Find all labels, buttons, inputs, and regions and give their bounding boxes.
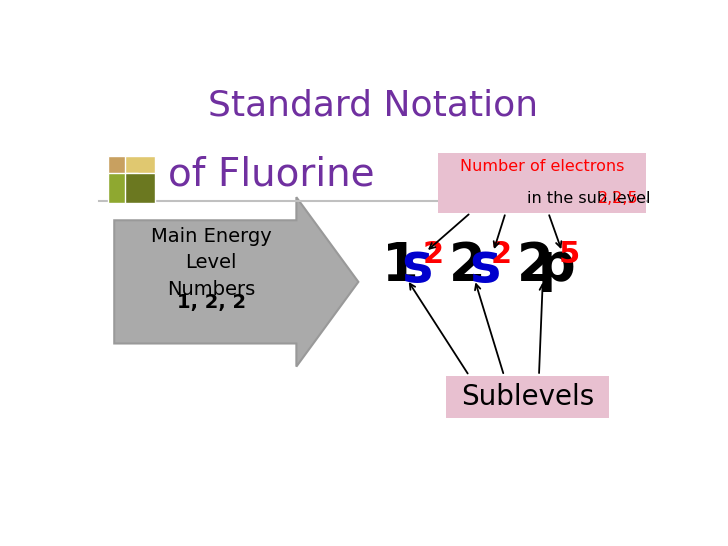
Bar <box>125 156 154 186</box>
Text: 2: 2 <box>423 240 444 269</box>
Text: 5: 5 <box>559 240 580 269</box>
Text: Sublevels: Sublevels <box>461 383 594 411</box>
Bar <box>108 156 138 186</box>
Polygon shape <box>114 197 358 366</box>
Text: 1: 1 <box>381 240 419 293</box>
Text: p: p <box>537 240 575 293</box>
Text: Main Energy
Level
Numbers: Main Energy Level Numbers <box>151 227 272 299</box>
Text: Number of electrons: Number of electrons <box>460 159 624 174</box>
Bar <box>125 173 154 203</box>
FancyBboxPatch shape <box>438 152 646 212</box>
Text: Standard Notation: Standard Notation <box>208 88 538 123</box>
Text: in the sub level: in the sub level <box>526 191 655 206</box>
Text: 2,2,5: 2,2,5 <box>598 191 638 206</box>
Text: s: s <box>401 240 432 293</box>
Text: s: s <box>470 240 501 293</box>
Text: 2: 2 <box>449 240 486 293</box>
Text: 2: 2 <box>491 240 512 269</box>
Bar <box>108 173 138 203</box>
Text: 1, 2, 2: 1, 2, 2 <box>177 293 245 312</box>
FancyBboxPatch shape <box>446 376 609 418</box>
Text: 2: 2 <box>518 240 554 293</box>
Text: of Fluorine: of Fluorine <box>168 155 375 193</box>
